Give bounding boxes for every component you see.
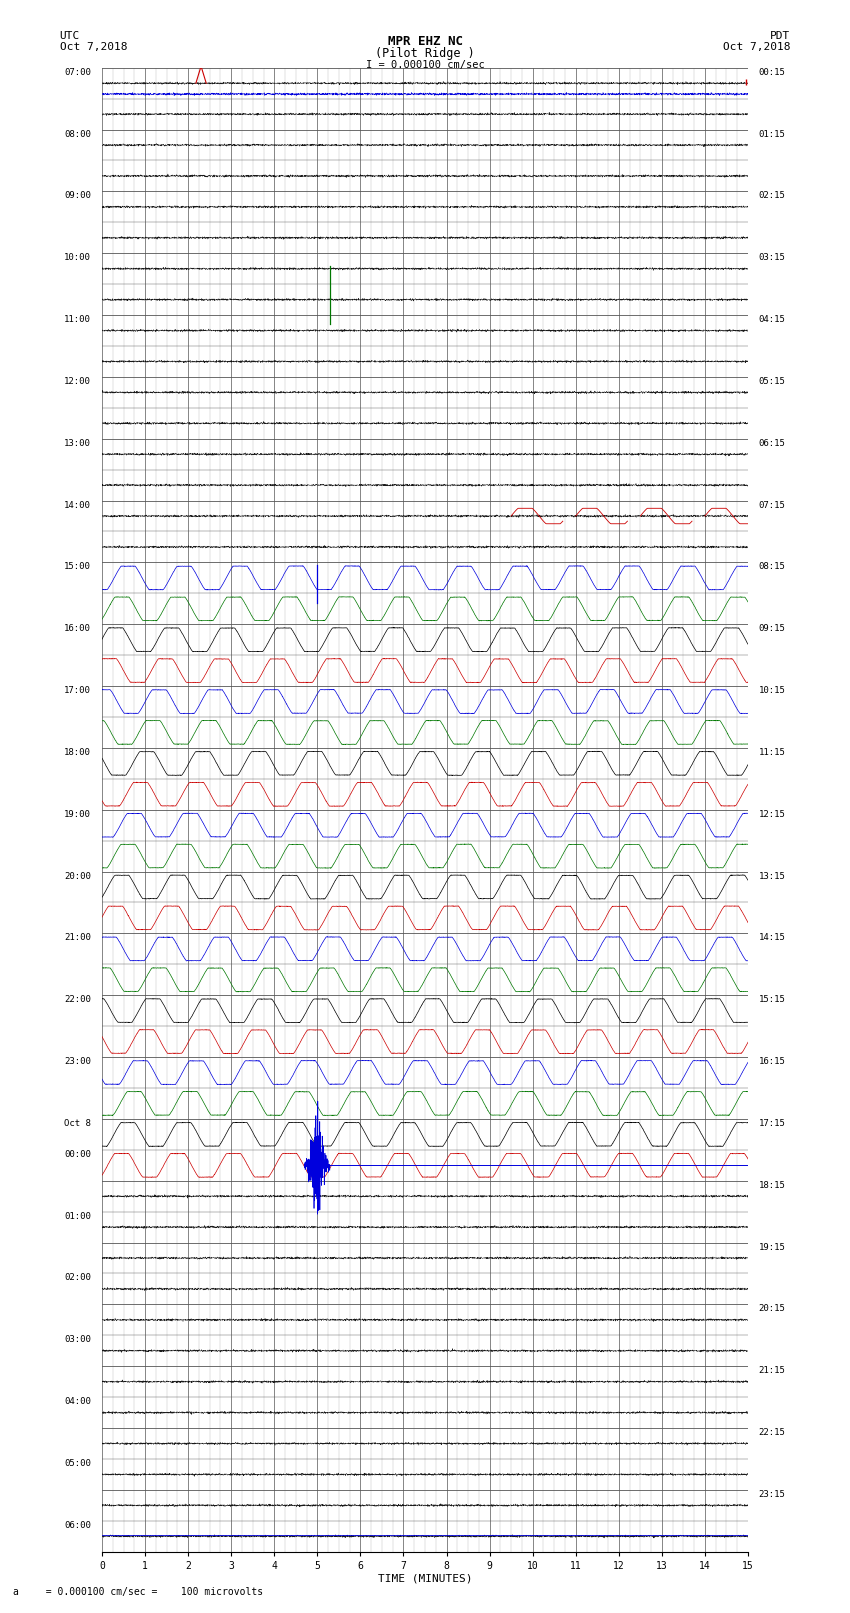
Text: PDT: PDT (770, 31, 790, 40)
Text: 07:00: 07:00 (65, 68, 91, 77)
Text: 23:00: 23:00 (65, 1057, 91, 1066)
Text: = 0.000100 cm/sec =    100 microvolts: = 0.000100 cm/sec = 100 microvolts (34, 1587, 264, 1597)
Text: 17:15: 17:15 (759, 1119, 785, 1127)
Text: 18:00: 18:00 (65, 748, 91, 756)
Text: 06:15: 06:15 (759, 439, 785, 448)
Text: 00:00: 00:00 (65, 1150, 91, 1158)
Text: 08:00: 08:00 (65, 129, 91, 139)
Text: 03:00: 03:00 (65, 1336, 91, 1344)
Text: 04:15: 04:15 (759, 315, 785, 324)
Text: 05:00: 05:00 (65, 1458, 91, 1468)
Text: 08:15: 08:15 (759, 563, 785, 571)
Text: MPR EHZ NC: MPR EHZ NC (388, 35, 462, 48)
Text: 16:15: 16:15 (759, 1057, 785, 1066)
Text: 19:15: 19:15 (759, 1242, 785, 1252)
Text: 09:00: 09:00 (65, 192, 91, 200)
Text: 21:15: 21:15 (759, 1366, 785, 1376)
Text: 00:15: 00:15 (759, 68, 785, 77)
Text: 13:00: 13:00 (65, 439, 91, 448)
Text: 01:15: 01:15 (759, 129, 785, 139)
Text: 04:00: 04:00 (65, 1397, 91, 1407)
Text: 09:15: 09:15 (759, 624, 785, 634)
Text: I = 0.000100 cm/sec: I = 0.000100 cm/sec (366, 60, 484, 69)
Text: 14:00: 14:00 (65, 500, 91, 510)
Text: 17:00: 17:00 (65, 686, 91, 695)
Text: 02:00: 02:00 (65, 1274, 91, 1282)
Text: 19:00: 19:00 (65, 810, 91, 819)
Text: 05:15: 05:15 (759, 377, 785, 386)
Text: 01:00: 01:00 (65, 1211, 91, 1221)
Text: 12:15: 12:15 (759, 810, 785, 819)
Text: 22:15: 22:15 (759, 1428, 785, 1437)
Text: 15:00: 15:00 (65, 563, 91, 571)
Text: 23:15: 23:15 (759, 1490, 785, 1498)
Text: 12:00: 12:00 (65, 377, 91, 386)
Text: 16:00: 16:00 (65, 624, 91, 634)
Text: 14:15: 14:15 (759, 934, 785, 942)
Text: 07:15: 07:15 (759, 500, 785, 510)
Text: Oct 7,2018: Oct 7,2018 (723, 42, 791, 52)
Text: Oct 7,2018: Oct 7,2018 (60, 42, 127, 52)
Text: 15:15: 15:15 (759, 995, 785, 1005)
Text: 11:00: 11:00 (65, 315, 91, 324)
Text: 02:15: 02:15 (759, 192, 785, 200)
Text: 03:15: 03:15 (759, 253, 785, 263)
Text: 21:00: 21:00 (65, 934, 91, 942)
Text: 20:00: 20:00 (65, 871, 91, 881)
Text: 06:00: 06:00 (65, 1521, 91, 1529)
Text: Oct 8: Oct 8 (65, 1119, 91, 1127)
Text: 18:15: 18:15 (759, 1181, 785, 1190)
Text: UTC: UTC (60, 31, 80, 40)
X-axis label: TIME (MINUTES): TIME (MINUTES) (377, 1574, 473, 1584)
Text: 10:15: 10:15 (759, 686, 785, 695)
Text: 10:00: 10:00 (65, 253, 91, 263)
Text: a: a (13, 1587, 19, 1597)
Text: 11:15: 11:15 (759, 748, 785, 756)
Text: 20:15: 20:15 (759, 1305, 785, 1313)
Text: 13:15: 13:15 (759, 871, 785, 881)
Text: 22:00: 22:00 (65, 995, 91, 1005)
Text: (Pilot Ridge ): (Pilot Ridge ) (375, 47, 475, 60)
